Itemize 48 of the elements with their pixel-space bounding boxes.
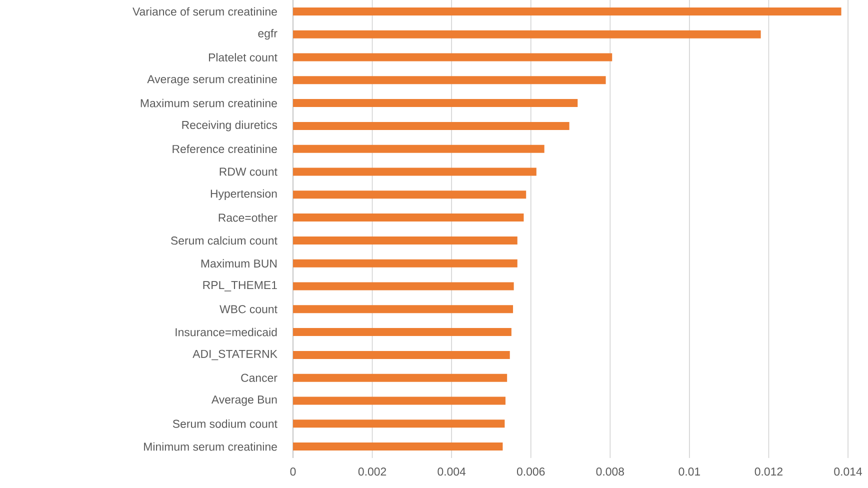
bar xyxy=(293,122,570,130)
bar xyxy=(293,168,536,176)
x-tick-label: 0.002 xyxy=(358,468,386,476)
x-tick-label: 0.006 xyxy=(516,468,545,476)
bar xyxy=(293,305,514,314)
y-tick-label: Variance of serum creatinine xyxy=(132,7,277,16)
y-tick-label: egfr xyxy=(258,29,278,40)
bar xyxy=(293,328,512,336)
bar xyxy=(293,350,510,359)
bar xyxy=(293,7,842,16)
y-tick-label: Serum calcium count xyxy=(171,236,278,245)
x-tick-label: 0 xyxy=(290,468,296,476)
bar xyxy=(293,214,524,222)
bar xyxy=(293,442,503,451)
bar xyxy=(293,30,761,38)
y-tick-label: Average Bun xyxy=(211,396,277,406)
y-tick-label: Maximum serum creatinine xyxy=(140,98,277,108)
x-tick-label: 0.008 xyxy=(596,468,624,476)
y-tick-label: Average serum creatinine xyxy=(147,74,277,86)
bar xyxy=(293,420,505,428)
y-tick-label: Minimum serum creatinine xyxy=(144,442,277,451)
x-tick-label: 0.01 xyxy=(678,468,700,476)
bar xyxy=(293,396,506,405)
bar xyxy=(293,99,578,108)
bar xyxy=(293,236,518,244)
x-tick-label: 0.012 xyxy=(754,468,782,476)
y-tick-label: Receiving diuretics xyxy=(182,120,278,132)
y-tick-label: Platelet count xyxy=(208,53,278,62)
bar xyxy=(293,76,606,84)
bar xyxy=(293,190,526,199)
y-tick-label: Maximum BUN xyxy=(201,259,277,268)
y-tick-label: Serum sodium count xyxy=(172,419,278,428)
bar xyxy=(293,282,514,290)
y-tick-label: Reference creatinine xyxy=(172,144,277,154)
bar xyxy=(293,374,508,382)
y-tick-label: Hypertension xyxy=(210,189,277,200)
y-tick-label: ADI_STATERNK xyxy=(192,350,278,360)
y-tick-label: Cancer xyxy=(241,374,278,382)
bar xyxy=(293,259,518,268)
y-tick-label: Insurance=medicaid xyxy=(176,328,277,336)
x-tick-label: 0.014 xyxy=(834,468,862,476)
y-tick-label: Race=other xyxy=(218,213,278,222)
y-tick-label: RDW count xyxy=(220,168,278,176)
bar xyxy=(293,53,612,62)
y-tick-label: WBC count xyxy=(220,305,278,314)
y-tick-label: RPL_THEME1 xyxy=(203,281,277,292)
x-tick-label: 0.004 xyxy=(438,468,466,476)
bar xyxy=(293,144,544,153)
